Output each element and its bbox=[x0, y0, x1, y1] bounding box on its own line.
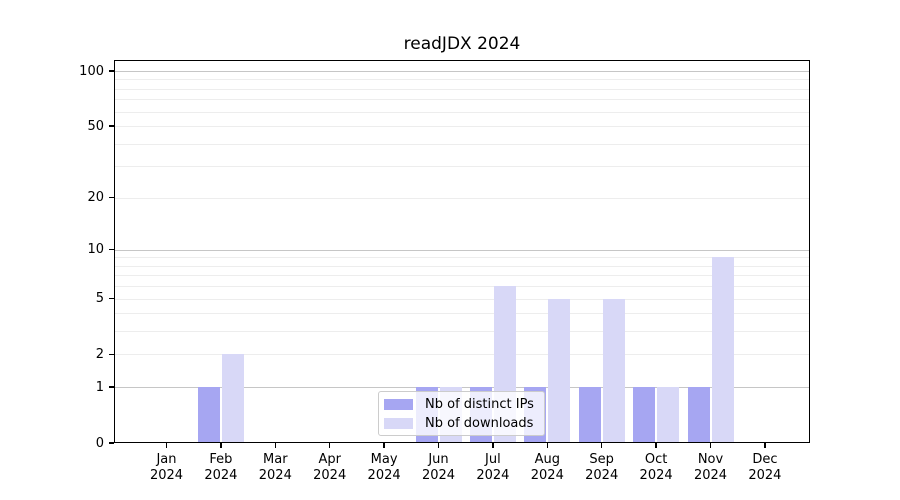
x-tick-mark bbox=[546, 443, 548, 448]
y-tick-label: 50 bbox=[87, 118, 104, 134]
x-tick-label: Oct 2024 bbox=[639, 452, 673, 483]
y-tick-label: 0 bbox=[95, 435, 104, 451]
bar-downloads-nov bbox=[711, 257, 734, 443]
gridline-major bbox=[114, 249, 810, 251]
y-tick-label: 5 bbox=[95, 291, 104, 307]
y-tick-mark bbox=[109, 196, 114, 199]
gridline-minor bbox=[114, 88, 810, 90]
x-tick-label: Jun 2024 bbox=[421, 452, 456, 483]
x-tick-label: Mar 2024 bbox=[258, 452, 292, 483]
x-tick-mark bbox=[709, 443, 712, 448]
x-tick-mark bbox=[329, 443, 331, 448]
gridline-minor bbox=[114, 111, 810, 113]
x-tick-mark bbox=[437, 443, 440, 448]
bar-downloads-aug bbox=[548, 298, 571, 443]
x-tick-label: May 2024 bbox=[367, 452, 401, 483]
bar-downloads-oct bbox=[657, 387, 680, 443]
y-tick-mark bbox=[109, 386, 114, 388]
x-tick-label: Jan 2024 bbox=[149, 452, 184, 483]
gridline-minor bbox=[114, 313, 810, 315]
x-tick-label: Aug 2024 bbox=[530, 452, 564, 483]
x-tick-label: Sep 2024 bbox=[585, 452, 619, 483]
y-tick-mark bbox=[109, 125, 114, 127]
x-tick-mark bbox=[165, 443, 168, 448]
y-tick-label: 2 bbox=[95, 346, 104, 362]
bar-distinct-ips-feb bbox=[197, 387, 220, 443]
x-tick-mark bbox=[274, 443, 276, 448]
bar-distinct-ips-nov bbox=[687, 387, 710, 443]
legend: Nb of distinct IPs Nb of downloads bbox=[378, 391, 545, 436]
y-tick-label: 20 bbox=[87, 190, 104, 206]
y-tick-label: 10 bbox=[87, 242, 104, 258]
gridline-minor bbox=[114, 275, 810, 277]
gridline-minor bbox=[114, 265, 810, 267]
gridline-minor bbox=[114, 286, 810, 288]
x-tick-mark bbox=[383, 443, 385, 448]
bar-distinct-ips-oct bbox=[633, 387, 656, 443]
gridline-major bbox=[114, 387, 810, 389]
y-tick-label: 100 bbox=[79, 63, 104, 79]
x-tick-label: Feb 2024 bbox=[204, 452, 238, 483]
y-tick-mark bbox=[109, 297, 114, 300]
chart-title: readJDX 2024 bbox=[403, 34, 521, 54]
x-tick-mark bbox=[492, 443, 494, 448]
bar-downloads-sep bbox=[602, 298, 625, 443]
x-tick-mark bbox=[764, 443, 766, 448]
legend-label-distinct-ips: Nb of distinct IPs bbox=[425, 397, 534, 412]
gridline-minor bbox=[114, 143, 810, 145]
gridline-minor bbox=[114, 354, 810, 356]
legend-swatch-downloads bbox=[384, 418, 413, 429]
gridline-minor bbox=[114, 197, 810, 199]
gridline-minor bbox=[114, 99, 810, 101]
plot-frame bbox=[114, 60, 810, 443]
legend-item-downloads: Nb of downloads bbox=[379, 414, 544, 433]
x-tick-label: Nov 2024 bbox=[693, 452, 728, 483]
bar-distinct-ips-sep bbox=[578, 387, 601, 443]
bar-downloads-feb bbox=[221, 354, 244, 443]
y-tick-mark bbox=[109, 249, 114, 251]
x-tick-label: Apr 2024 bbox=[313, 452, 347, 483]
legend-item-distinct-ips: Nb of distinct IPs bbox=[379, 395, 544, 414]
legend-swatch-distinct-ips bbox=[384, 399, 413, 410]
x-tick-mark bbox=[655, 443, 657, 448]
y-tick-mark bbox=[109, 353, 114, 356]
x-tick-mark bbox=[601, 443, 603, 448]
x-tick-label: Dec 2024 bbox=[748, 452, 782, 483]
y-tick-mark bbox=[109, 442, 114, 444]
gridline-minor bbox=[114, 166, 810, 168]
gridline-minor bbox=[114, 126, 810, 128]
y-tick-mark bbox=[109, 70, 114, 72]
x-tick-label: Jul 2024 bbox=[476, 452, 510, 483]
gridline-major bbox=[114, 71, 810, 72]
legend-label-downloads: Nb of downloads bbox=[425, 416, 534, 431]
gridline-minor bbox=[114, 298, 810, 300]
y-tick-label: 1 bbox=[95, 379, 104, 395]
x-tick-mark bbox=[220, 443, 222, 448]
gridline-minor bbox=[114, 331, 810, 333]
gridline-minor bbox=[114, 257, 810, 259]
gridline-minor bbox=[114, 79, 810, 81]
